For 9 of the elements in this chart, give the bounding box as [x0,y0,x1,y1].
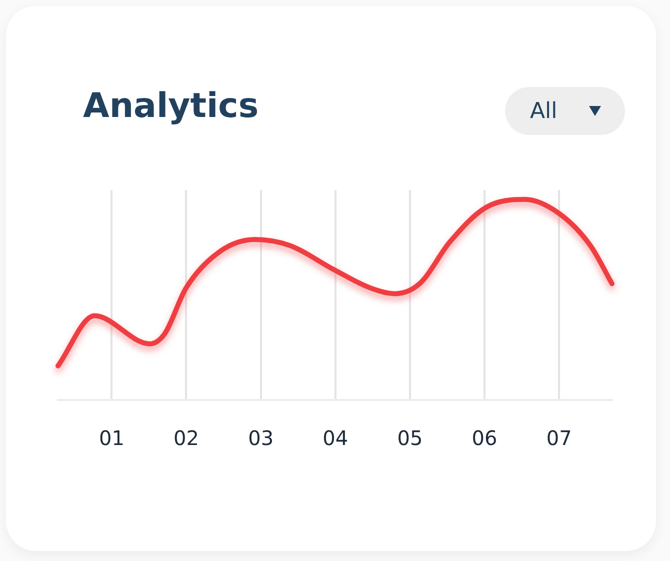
x-tick-label: 05 [397,426,423,450]
x-tick-label: 07 [546,426,572,450]
x-tick-label: 03 [248,426,274,450]
x-tick-label: 04 [322,426,348,450]
x-tick-label: 02 [174,426,199,450]
chart-title: Analytics [83,86,259,126]
text: All [530,98,558,124]
x-tick-label: 06 [472,426,498,450]
x-tick-label: 01 [98,426,124,450]
